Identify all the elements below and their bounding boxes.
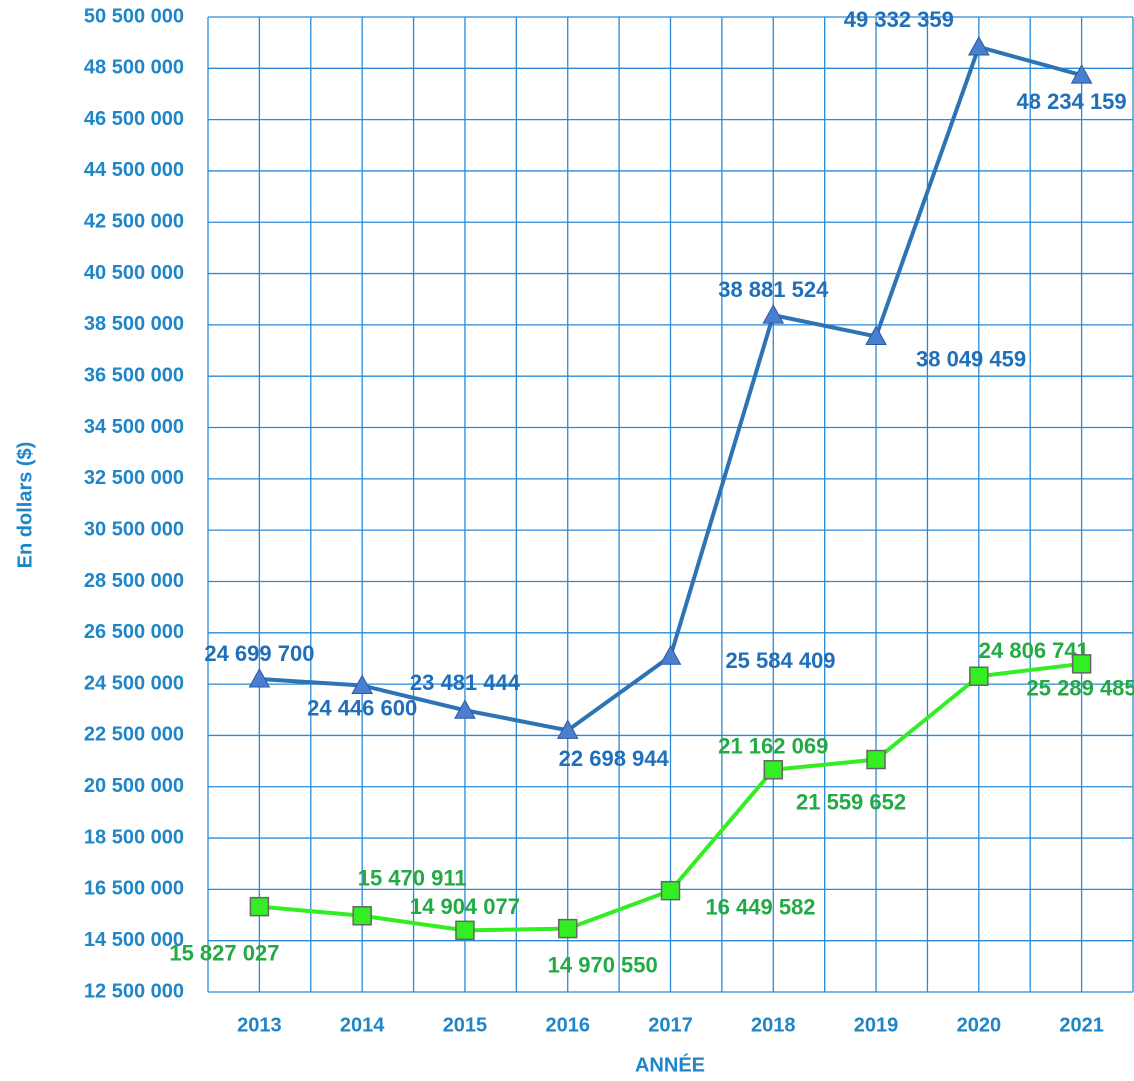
x-tick-label: 2019 [854,1014,899,1036]
data-label: 22 698 944 [559,746,670,771]
data-label: 14 970 550 [548,952,658,977]
point-marker [249,896,270,917]
y-tick-label: 12 500 000 [84,980,184,1002]
data-label: 21 162 069 [718,734,828,759]
data-label: 48 234 159 [1017,89,1127,114]
point-marker [865,325,887,345]
point-marker [659,645,682,665]
y-tick-label: 50 500 000 [84,5,184,27]
x-tick-label: 2016 [545,1014,590,1036]
data-label: 24 806 741 [979,638,1089,663]
x-tick-label: 2020 [957,1014,1002,1036]
point-marker [1070,64,1093,84]
y-tick-label: 38 500 000 [84,313,184,335]
x-tick-label: 2013 [237,1014,282,1036]
x-tick-label: 2015 [443,1014,488,1036]
y-tick-label: 28 500 000 [84,570,184,592]
point-marker [1071,654,1092,674]
x-tick-label: 2021 [1059,1014,1104,1036]
y-tick-label: 46 500 000 [84,108,184,130]
point-marker [762,304,785,324]
data-label: 24 699 700 [204,641,314,666]
point-marker [763,759,784,780]
y-tick-label: 34 500 000 [84,416,184,438]
y-tick-label: 24 500 000 [84,672,184,694]
data-label: 16 449 582 [705,894,815,919]
x-tick-label: 2018 [751,1014,796,1036]
data-label: 15 470 911 [358,866,467,891]
y-tick-label: 48 500 000 [84,57,184,79]
y-tick-label: 18 500 000 [84,826,184,848]
point-marker [352,906,372,926]
data-label: 49 332 359 [844,7,954,32]
y-tick-label: 40 500 000 [84,262,184,284]
point-marker [556,719,579,739]
point-marker [969,666,989,686]
y-tick-label: 14 500 000 [84,929,184,951]
y-tick-label: 36 500 000 [84,364,184,386]
point-marker [248,667,271,688]
y-tick-label: 26 500 000 [84,621,184,643]
data-label: 24 446 600 [307,695,417,720]
x-tick-label: 2017 [648,1014,693,1036]
y-tick-label: 22 500 000 [84,724,184,746]
point-marker [557,918,578,939]
data-label: 38 881 524 [718,277,829,302]
point-marker [455,920,475,941]
y-tick-label: 16 500 000 [84,878,184,900]
y-tick-label: 44 500 000 [84,159,184,181]
data-label: 23 481 444 [410,670,521,695]
point-marker [351,674,374,694]
x-axis-title: ANNÉE [635,1053,705,1076]
data-label: 15 827 027 [169,940,279,965]
data-label: 14 904 077 [410,894,520,919]
x-tick-label: 2014 [340,1014,385,1036]
point-marker [660,880,681,901]
y-tick-label: 32 500 000 [84,467,184,489]
y-tick-label: 20 500 000 [84,775,184,797]
y-axis-title: En dollars ($) [14,442,36,569]
point-marker [454,699,476,719]
point-marker [866,749,886,770]
data-label: 21 559 652 [796,789,906,814]
data-label: 38 049 459 [916,346,1026,371]
y-tick-label: 30 500 000 [84,518,184,540]
y-tick-label: 42 500 000 [84,211,184,233]
data-label: 25 584 409 [725,648,835,673]
data-label: 25 289 485 [1027,676,1134,701]
point-marker [967,35,990,56]
